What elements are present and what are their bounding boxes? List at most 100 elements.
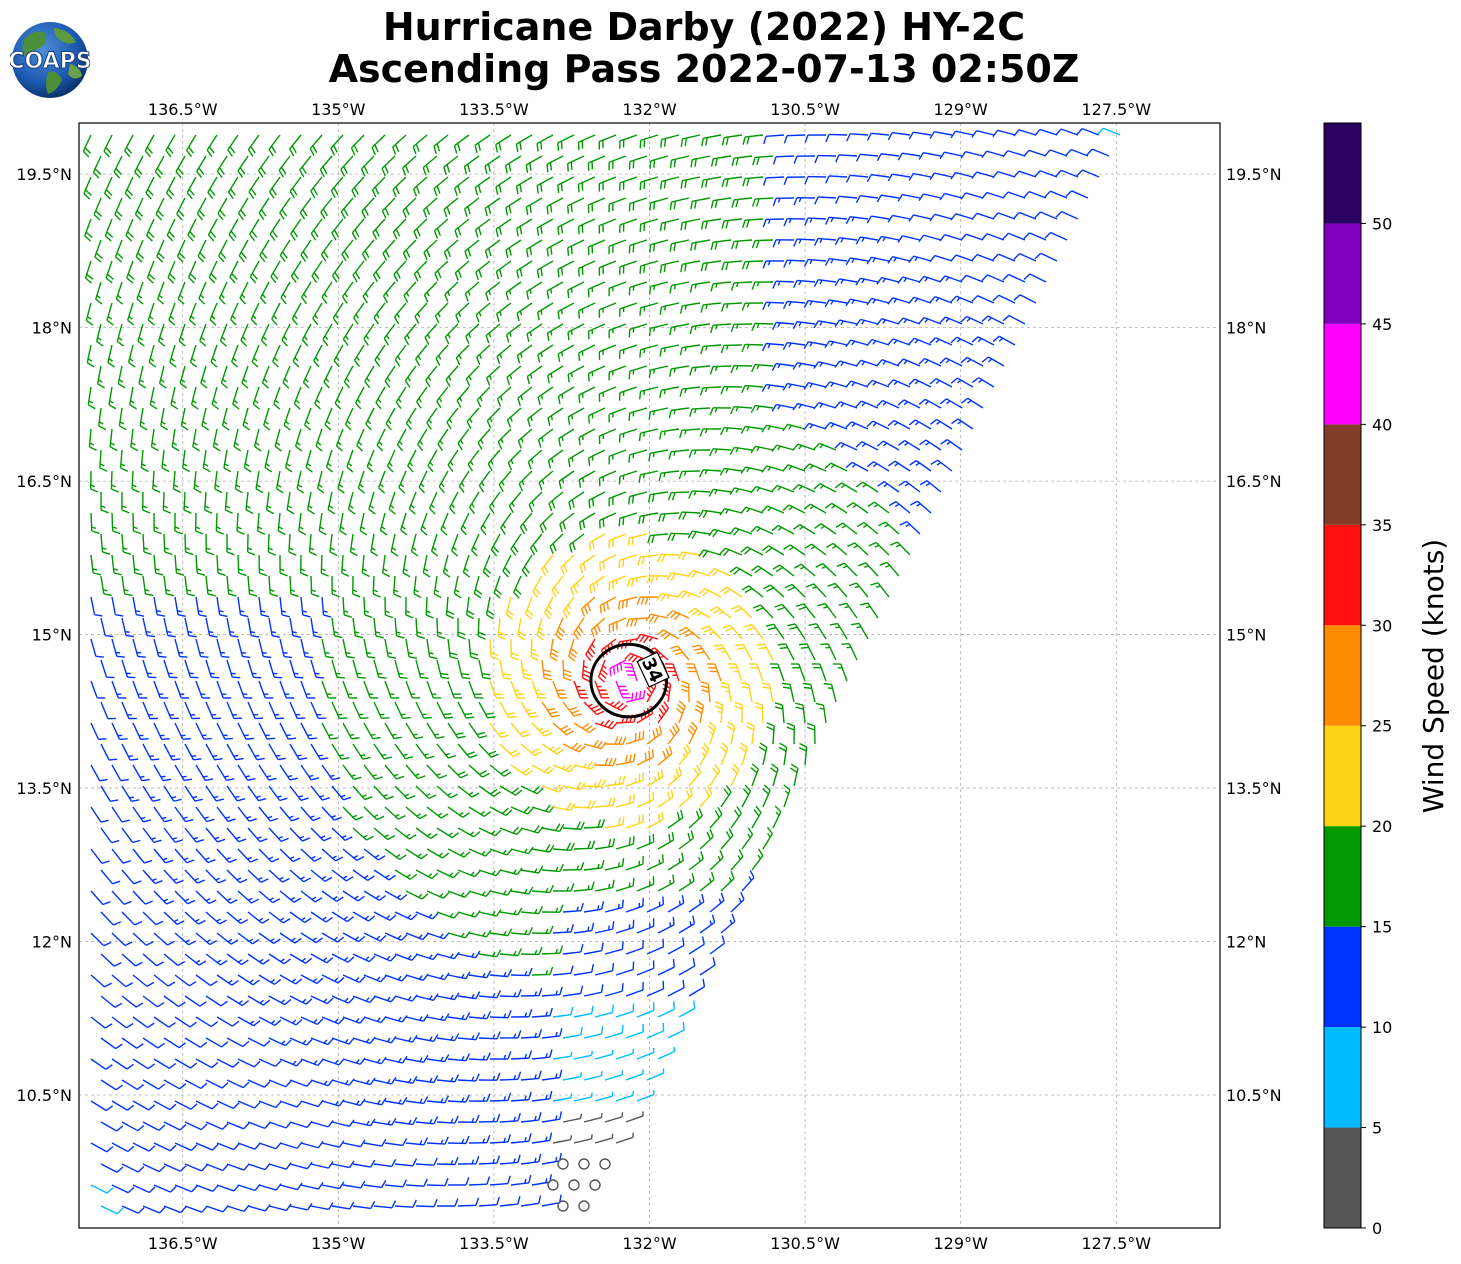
wind-barb xyxy=(798,742,808,766)
wind-barb xyxy=(363,1097,387,1106)
wind-barb xyxy=(352,1036,376,1045)
wind-barb xyxy=(646,854,664,871)
calm-marker xyxy=(578,1200,590,1212)
wind-barb xyxy=(598,176,617,192)
wind-barb xyxy=(279,1016,303,1026)
wind-barb xyxy=(813,483,837,493)
colorbar-segment xyxy=(1324,1127,1361,1228)
wind-barb xyxy=(195,1058,219,1069)
wind-barb xyxy=(657,916,675,934)
wind-barb xyxy=(162,491,172,514)
wind-barb xyxy=(263,407,271,431)
wind-barb xyxy=(825,133,848,143)
wind-barb xyxy=(525,197,543,216)
wind-barb xyxy=(205,701,222,720)
wind-barb xyxy=(608,323,627,339)
wind-barb xyxy=(598,134,617,150)
wind-barb xyxy=(279,596,290,618)
wind-barb xyxy=(667,766,683,787)
wind-barb xyxy=(636,596,659,606)
wind-barb xyxy=(195,974,218,987)
wind-barb xyxy=(100,953,122,967)
wind-barb xyxy=(552,965,574,976)
wind-barb xyxy=(786,722,795,745)
wind-barb xyxy=(321,1181,345,1190)
wind-barb xyxy=(855,236,879,245)
wind-barb xyxy=(477,617,486,640)
wind-barb xyxy=(268,617,281,638)
wind-barb xyxy=(174,680,190,699)
wind-barb xyxy=(669,645,690,661)
wind-barb xyxy=(720,344,743,354)
wind-barb xyxy=(268,1121,292,1129)
wind-barb xyxy=(121,575,133,597)
wind-barb xyxy=(762,260,785,269)
wind-barb xyxy=(468,1134,491,1144)
wind-barb xyxy=(499,948,523,957)
wind-barb xyxy=(814,154,837,164)
wind-barb xyxy=(118,407,127,431)
wind-barb xyxy=(552,763,576,773)
wind-barb xyxy=(517,386,533,406)
wind-barb xyxy=(824,421,848,430)
wind-barb xyxy=(247,911,270,924)
wind-barb xyxy=(352,260,365,283)
wind-barb xyxy=(226,533,235,556)
calm-marker xyxy=(557,1200,569,1212)
wind-barb xyxy=(537,428,554,448)
wind-barb xyxy=(176,239,186,263)
wind-barb xyxy=(971,253,995,262)
wind-barb xyxy=(531,1007,553,1018)
wind-barb xyxy=(581,659,591,683)
wind-barb xyxy=(258,197,270,220)
lat-tick-label-right: 13.5°N xyxy=(1226,779,1282,798)
wind-barb xyxy=(90,932,112,947)
wind-barb xyxy=(510,1050,533,1060)
wind-barb xyxy=(342,1098,366,1107)
wind-barb xyxy=(562,742,586,753)
wind-barb xyxy=(478,1113,501,1123)
wind-barb xyxy=(237,764,256,781)
wind-barb xyxy=(394,1035,418,1043)
wind-barb xyxy=(713,643,732,661)
wind-barb xyxy=(457,785,480,798)
wind-barb xyxy=(657,745,673,766)
wind-barb xyxy=(615,753,636,766)
wind-barb xyxy=(929,337,953,346)
wind-barb xyxy=(442,554,451,578)
wind-barb xyxy=(351,218,365,241)
wind-barb xyxy=(370,533,379,557)
wind-barb xyxy=(331,995,355,1004)
wind-barb xyxy=(489,1092,512,1102)
wind-barb xyxy=(90,848,110,864)
wind-barb xyxy=(330,134,344,156)
wind-barb xyxy=(729,527,753,536)
wind-barb xyxy=(699,829,714,850)
wind-barb xyxy=(668,365,690,377)
wind-barb xyxy=(331,785,352,801)
wind-barb xyxy=(247,953,270,965)
wind-barb xyxy=(573,800,596,809)
wind-barb xyxy=(205,1079,229,1089)
wind-barb xyxy=(394,827,417,840)
colorbar-tick-label: 45 xyxy=(1372,315,1392,334)
wind-barb xyxy=(510,806,534,815)
wind-barb xyxy=(829,622,848,640)
wind-barb xyxy=(520,785,544,795)
wind-barb xyxy=(90,596,103,617)
wind-barb xyxy=(499,1112,521,1123)
wind-barb xyxy=(562,821,585,830)
wind-barb xyxy=(798,643,816,661)
wind-barb xyxy=(141,491,151,514)
wind-barb xyxy=(163,911,185,926)
wind-barb xyxy=(929,296,953,304)
wind-barb xyxy=(783,784,791,808)
wind-barb xyxy=(247,1079,271,1088)
wind-barb xyxy=(205,827,226,843)
wind-barb xyxy=(792,402,816,411)
wind-barb xyxy=(83,176,92,200)
wind-barb xyxy=(824,462,848,472)
wind-barb xyxy=(866,461,890,472)
wind-barb xyxy=(98,407,107,431)
wind-barb xyxy=(960,315,984,325)
